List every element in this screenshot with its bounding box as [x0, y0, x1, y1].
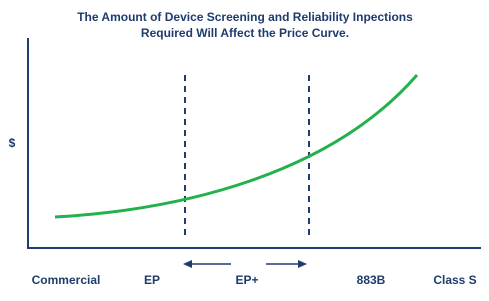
x-label: EP+ [235, 273, 258, 287]
y-axis-label: $ [9, 136, 16, 150]
price-curve [54, 74, 419, 219]
arrows [183, 260, 307, 268]
x-label: 883B [357, 273, 386, 287]
x-label: Commercial [32, 273, 101, 287]
x-label: Class S [433, 273, 476, 287]
title-line: Required Will Affect the Price Curve. [141, 26, 349, 40]
x-label: EP [144, 273, 160, 287]
title-line: The Amount of Device Screening and Relia… [77, 10, 413, 24]
